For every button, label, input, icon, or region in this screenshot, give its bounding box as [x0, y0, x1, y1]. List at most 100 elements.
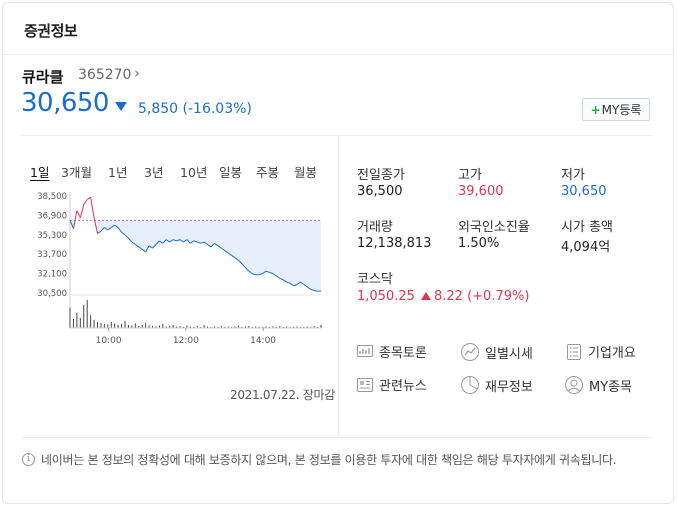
price-change: 5,850 (-16.03%) [138, 101, 252, 117]
volume-bar [103, 323, 105, 328]
volume-bar [76, 312, 78, 328]
kosdaq-value: 1,050.25 [357, 289, 415, 304]
stock-code[interactable]: 365270 [78, 67, 132, 83]
price-line-segment [296, 281, 301, 285]
volume-bar [310, 326, 312, 328]
price-line-segment [234, 257, 239, 261]
volume-bar [275, 326, 277, 328]
tab-3years[interactable]: 3년 [144, 165, 164, 180]
current-price: 30,650 [21, 88, 109, 118]
price-line-segment [193, 240, 198, 243]
link-company-overview[interactable]: 기업개요 [565, 342, 636, 361]
price-line-segment [252, 273, 256, 276]
volume-bar [244, 326, 246, 328]
price-line-segment [227, 252, 232, 256]
price-line-segment [76, 210, 81, 219]
plus-icon: + [590, 102, 601, 117]
card-header: 증권정보 [3, 3, 673, 55]
volume-bar [169, 325, 171, 328]
my-register-button[interactable]: + MY등록 [582, 98, 650, 121]
price-line-segment [97, 230, 102, 234]
chevron-right-icon[interactable]: › [134, 64, 140, 82]
volume-bar [117, 324, 119, 328]
market-cap-label: 시가 총액 [561, 220, 613, 235]
volume-bar [272, 326, 274, 328]
volume-bar [296, 326, 298, 328]
high-value: 39,600 [458, 184, 504, 199]
price-line-segment [176, 239, 181, 242]
price-line-segment [152, 244, 157, 249]
volume-bar [251, 326, 253, 328]
tab-weekly[interactable]: 주봉 [256, 165, 280, 180]
price-line-segment [289, 282, 294, 287]
kosdaq-label[interactable]: 코스닥 [357, 272, 393, 287]
price-line-segment [190, 240, 195, 244]
volume-bar [179, 325, 181, 328]
volume-bar [241, 326, 243, 328]
price-line-segment [104, 227, 109, 231]
volume-bar [172, 324, 174, 328]
volume-bar [299, 326, 301, 328]
link-related-news[interactable]: 관련뉴스 [356, 375, 427, 394]
tab-3months[interactable]: 3개월 [61, 165, 92, 180]
price-line-segment [162, 239, 167, 244]
volume-bar [237, 325, 239, 328]
volume-bar [131, 325, 133, 328]
link-financial-info-label: 재무정보 [485, 379, 533, 395]
price-line-segment [93, 217, 98, 234]
tab-daily[interactable]: 일봉 [219, 165, 243, 180]
volume-bar [152, 325, 154, 328]
price-line-segment [159, 240, 164, 244]
volume-bar [265, 326, 267, 328]
price-line-segment [83, 199, 88, 205]
price-line-segment [238, 259, 243, 265]
volume-bar [162, 323, 164, 328]
y-tick-label: 35,300 [37, 231, 67, 241]
volume-bar [93, 319, 95, 328]
tab-1day[interactable]: 1일 [30, 165, 50, 180]
price-line-segment [165, 239, 171, 243]
price-line-segment [207, 244, 212, 248]
volume-bar [90, 315, 92, 328]
price-line-segment [197, 241, 201, 244]
price-line-segment [303, 284, 308, 288]
volume-bar [306, 326, 308, 328]
price-line-segment [117, 227, 122, 233]
link-financial-info[interactable]: 재무정보 [460, 375, 533, 395]
tab-10years[interactable]: 10년 [180, 165, 208, 180]
volume-bar [200, 326, 202, 328]
link-daily-price[interactable]: 일별시세 [460, 342, 533, 362]
pie-chart-icon [461, 376, 479, 394]
price-line-segment [90, 197, 95, 218]
disclaimer-text: 네이버는 본 정보의 정확성에 대해 보증하지 않으며, 본 정보를 이용한 투… [41, 453, 617, 467]
intraday-chart[interactable]: 38,500 36,900 35,300 33,700 32,100 30,500 10:0… [30, 190, 326, 350]
down-triangle-icon [115, 102, 127, 111]
y-tick-label: 33,700 [37, 250, 67, 260]
volume-bar [165, 326, 167, 328]
volume-label: 거래량 [357, 220, 393, 235]
foreign-ratio-label: 외국인소진율 [458, 220, 530, 235]
volume-bar [286, 326, 288, 328]
volume-bar [86, 300, 88, 328]
volume-bar [72, 318, 74, 328]
link-discussion[interactable]: 종목토론 [356, 342, 427, 361]
tab-monthly[interactable]: 월봉 [294, 165, 318, 180]
link-my-stocks[interactable]: MY종목 [564, 375, 632, 395]
tab-1year[interactable]: 1년 [108, 165, 128, 180]
volume-bar [114, 323, 116, 328]
price-line-segment [282, 279, 287, 283]
prev-close-label: 전일종가 [357, 168, 405, 183]
stock-name[interactable]: 큐라클 [22, 68, 64, 86]
volume-bar [234, 326, 236, 328]
price-line-segment [138, 246, 143, 250]
chart-date-label: 2021.07.22. 장마감 [230, 388, 335, 402]
volume-bar [141, 324, 143, 328]
price-line-segment [86, 196, 91, 201]
price-line-segment [214, 242, 219, 247]
link-company-overview-label: 기업개요 [588, 346, 636, 361]
prev-close-value: 36,500 [357, 184, 403, 199]
price-line-segment [269, 271, 274, 275]
price-line-segment [186, 239, 191, 244]
price-line-segment [200, 241, 205, 244]
volume-bar [127, 324, 129, 328]
